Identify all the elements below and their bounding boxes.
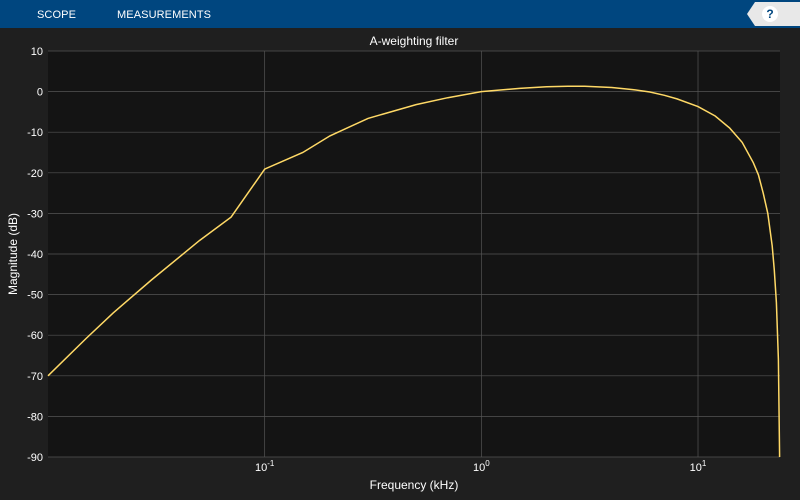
x-tick-label: 100 — [473, 459, 490, 474]
grid — [48, 50, 780, 458]
x-axis-label: Frequency (kHz) — [370, 478, 459, 492]
y-tick-label: -10 — [27, 127, 43, 139]
y-tick-label: -40 — [27, 249, 43, 261]
help-question-mark-icon[interactable]: ? — [762, 6, 778, 22]
tab-measurements[interactable]: MEASUREMENTS — [117, 9, 212, 21]
tab-scope[interactable]: SCOPE — [37, 9, 77, 21]
x-tick-label: 101 — [690, 459, 707, 474]
y-axis-label: Magnitude (dB) — [6, 213, 20, 295]
y-tick-label: -80 — [27, 411, 43, 423]
y-tick-label: -90 — [27, 452, 43, 464]
y-tick-label: 0 — [37, 87, 43, 99]
x-tick-label: 10-1 — [255, 459, 275, 474]
toolbar: SCOPE MEASUREMENTS ? — [0, 0, 800, 28]
x-ticks: 10-1 100 101 — [255, 459, 707, 474]
y-tick-label: -70 — [27, 371, 43, 383]
chart-title: A-weighting filter — [370, 34, 459, 48]
y-tick-label: 10 — [31, 46, 43, 58]
chart: 100-10-20-30-40-50-60-70-80-90 10-1 100 10… — [6, 34, 781, 492]
series-line — [47, 85, 781, 458]
y-tick-label: -20 — [27, 168, 43, 180]
y-tick-label: -30 — [27, 208, 43, 220]
y-tick-label: -50 — [27, 290, 43, 302]
y-tick-label: -60 — [27, 330, 43, 342]
y-ticks: 10 0 -10 -20 -30 -40 -50 -60 -70 -80 -90 — [27, 46, 43, 464]
